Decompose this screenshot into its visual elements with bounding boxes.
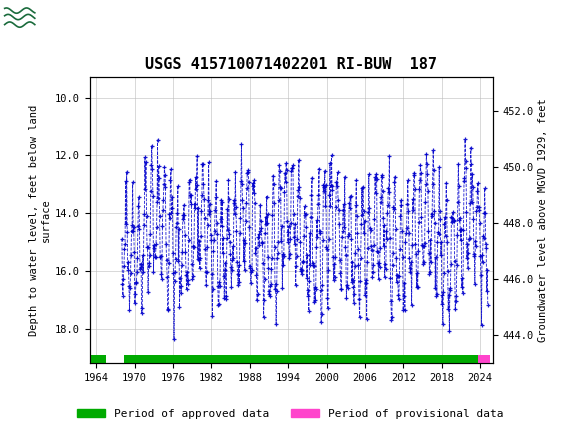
Text: USGS: USGS bbox=[39, 12, 86, 26]
Y-axis label: Groundwater level above MGVD 1929, feet: Groundwater level above MGVD 1929, feet bbox=[538, 98, 548, 342]
Bar bbox=[3, 3, 70, 35]
Bar bbox=[124, 355, 478, 363]
Y-axis label: Depth to water level, feet below land
surface: Depth to water level, feet below land su… bbox=[30, 105, 51, 336]
Title: USGS 415710071402201 RI-BUW  187: USGS 415710071402201 RI-BUW 187 bbox=[146, 57, 437, 72]
Legend: Period of approved data, Period of provisional data: Period of approved data, Period of provi… bbox=[74, 405, 506, 422]
Bar bbox=[90, 355, 106, 363]
Bar bbox=[478, 355, 490, 363]
